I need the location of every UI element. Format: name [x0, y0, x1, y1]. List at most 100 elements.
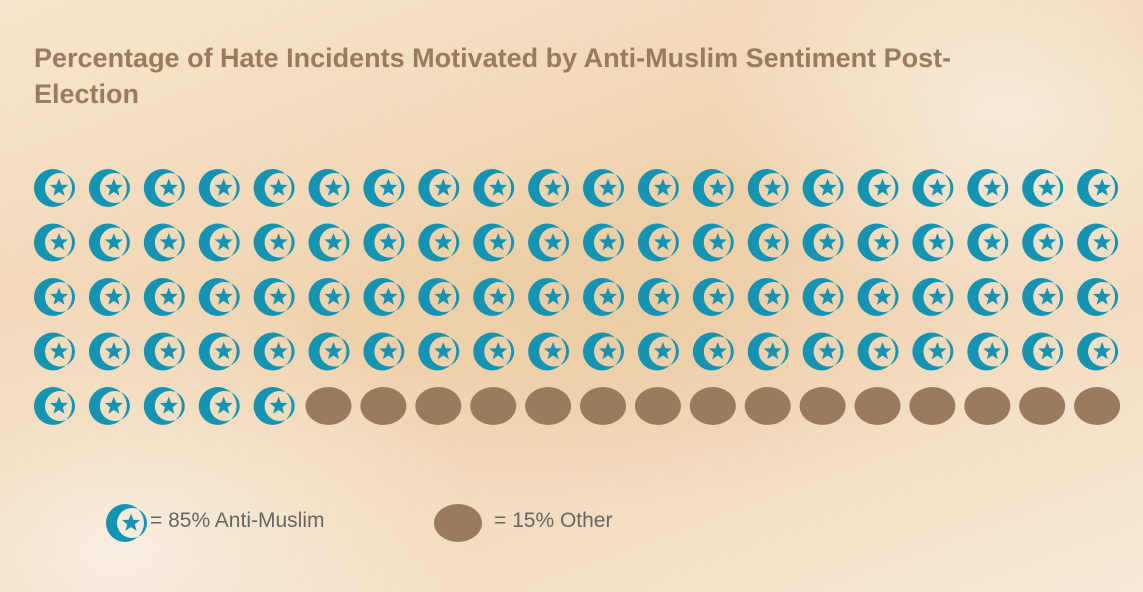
crescent-star-icon [802, 332, 844, 371]
crescent-star-icon [88, 223, 130, 262]
crescent-star-icon [857, 332, 899, 371]
crescent-star-icon [692, 169, 734, 207]
circle-icon [634, 387, 681, 425]
circle-icon [1074, 387, 1121, 425]
crescent-star-icon [747, 169, 789, 207]
crescent-star-icon [473, 223, 515, 262]
crescent-star-icon [143, 387, 185, 425]
crescent-star-icon [583, 332, 624, 371]
crescent-star-icon [692, 278, 734, 317]
circle-icon [1019, 387, 1066, 425]
crescent-star-icon [1022, 169, 1064, 207]
crescent-star-icon [747, 223, 789, 262]
crescent-star-icon [198, 332, 240, 371]
crescent-star-icon [967, 332, 1009, 371]
crescent-star-icon [912, 278, 954, 317]
crescent-star-icon [637, 223, 679, 262]
crescent-star-icon [802, 169, 844, 207]
crescent-star-icon [1077, 223, 1119, 262]
crescent-star-icon [857, 223, 899, 262]
circle-icon [580, 387, 626, 425]
crescent-star-icon [418, 169, 460, 207]
crescent-star-icon [473, 169, 515, 207]
circle-icon [470, 387, 517, 425]
circle-icon [964, 387, 1011, 425]
crescent-star-icon [363, 223, 405, 262]
circle-icon [909, 387, 956, 425]
crescent-star-icon [637, 169, 679, 207]
crescent-star-icon [253, 332, 295, 371]
crescent-star-icon [692, 332, 734, 371]
crescent-star-icon [88, 278, 130, 317]
crescent-star-icon [34, 278, 75, 316]
crescent-star-icon [308, 223, 350, 262]
crescent-star-icon [583, 278, 624, 316]
crescent-star-icon [583, 169, 624, 207]
crescent-star-icon [143, 278, 185, 317]
crescent-star-icon [308, 169, 350, 207]
crescent-star-icon [528, 332, 570, 371]
crescent-star-icon [418, 278, 460, 317]
crescent-star-icon [253, 387, 295, 425]
crescent-star-icon [363, 332, 405, 371]
crescent-star-icon [253, 169, 295, 207]
crescent-star-icon [692, 223, 734, 262]
crescent-star-icon [473, 332, 515, 371]
circle-icon [305, 387, 352, 425]
crescent-star-icon [1022, 332, 1064, 371]
circle-icon [744, 387, 791, 425]
crescent-star-icon [912, 332, 954, 371]
crescent-star-icon [198, 223, 240, 262]
crescent-star-icon [308, 278, 350, 317]
circle-icon [525, 387, 572, 425]
crescent-star-icon [528, 169, 570, 207]
circle-icon [415, 387, 462, 425]
circle-icon [360, 387, 407, 425]
crescent-star-icon [143, 223, 185, 262]
crescent-star-icon [473, 278, 515, 317]
circle-icon [799, 387, 846, 425]
crescent-star-icon [363, 278, 405, 317]
crescent-star-icon [198, 387, 240, 425]
chart-title: Percentage of Hate Incidents Motivated b… [34, 43, 952, 109]
crescent-star-icon [34, 223, 75, 262]
crescent-star-icon [198, 169, 240, 207]
crescent-star-icon [1077, 332, 1119, 371]
circle-icon [854, 387, 901, 425]
crescent-star-icon [967, 278, 1009, 317]
crescent-star-icon [857, 278, 899, 317]
crescent-star-icon [857, 169, 899, 207]
crescent-star-icon [253, 278, 295, 317]
crescent-star-icon [1022, 223, 1064, 262]
crescent-star-icon [637, 332, 679, 371]
crescent-star-icon [308, 332, 350, 371]
crescent-star-icon [802, 278, 844, 317]
crescent-star-icon [912, 169, 954, 207]
crescent-star-icon [143, 169, 185, 207]
crescent-star-icon [967, 223, 1009, 262]
crescent-star-icon [528, 278, 570, 317]
crescent-star-icon [637, 278, 679, 317]
crescent-star-icon [88, 332, 130, 371]
crescent-star-icon [1077, 278, 1119, 317]
crescent-star-icon [802, 223, 844, 262]
crescent-star-icon [363, 169, 405, 207]
crescent-star-icon [34, 169, 75, 207]
crescent-star-icon [1077, 169, 1119, 207]
crescent-star-icon [912, 223, 954, 262]
crescent-star-icon [34, 332, 75, 371]
crescent-star-icon [1022, 278, 1064, 317]
crescent-star-icon [143, 332, 185, 371]
crescent-star-icon [418, 223, 460, 262]
crescent-star-icon [528, 223, 570, 262]
crescent-star-icon [253, 223, 295, 262]
crescent-star-icon [747, 278, 789, 317]
circle-icon [689, 387, 736, 425]
crescent-star-icon [747, 332, 789, 371]
crescent-star-icon [583, 223, 624, 262]
crescent-star-icon [418, 332, 460, 371]
crescent-star-icon [198, 278, 240, 317]
crescent-star-icon [967, 169, 1009, 207]
crescent-star-icon [88, 169, 130, 207]
